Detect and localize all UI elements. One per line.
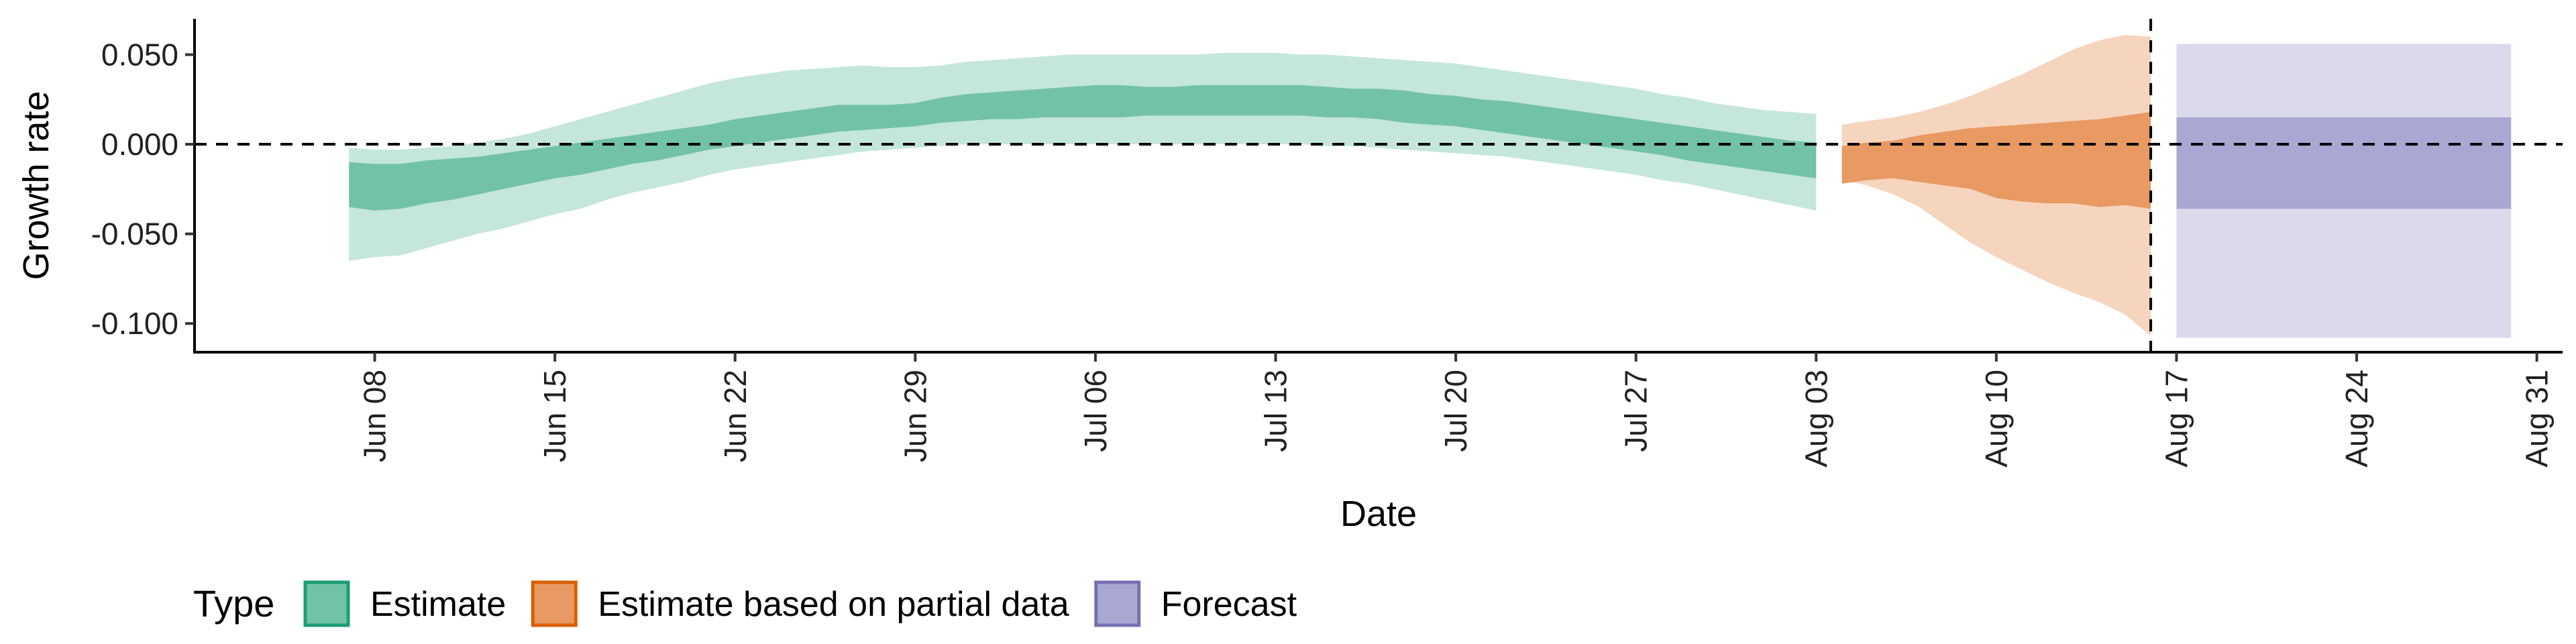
y-ticks: 0.050 0.000 -0.050 -0.100 [91,37,195,341]
estimate-inner-band [349,85,1817,211]
forecast-inner-band [2176,117,2512,209]
x-tick-label: Jun 29 [898,370,932,462]
x-tick-label: Aug 24 [2339,370,2374,468]
x-tick-label: Aug 03 [1799,370,1833,468]
x-tick-label: Jul 13 [1258,370,1293,452]
estimate-based-on-partial-data-inner-band [1841,111,2151,209]
axes [193,19,2563,354]
legend-key-2 [531,580,578,627]
legend-label: Estimate based on partial data [598,585,1069,624]
x-axis-title: Date [1340,494,1417,534]
x-tick-label: Jul 06 [1078,370,1113,452]
x-tick-label: Jun 15 [537,370,572,462]
x-tick-label: Jul 20 [1438,370,1473,452]
x-tick-label: Jul 27 [1619,370,1654,452]
y-axis-title: Growth rate [16,91,56,280]
legend-key-3 [1094,580,1141,627]
y-tick-label: 0.050 [101,37,178,72]
x-tick-label: Aug 31 [2520,370,2555,468]
x-tick-label: Jun 22 [718,370,753,462]
y-tick-label: -0.100 [91,306,178,341]
x-tick-label: Aug 17 [2159,370,2194,468]
x-tick-label: Jun 08 [358,370,392,462]
y-tick-label: -0.050 [91,217,178,252]
legend-title: Type [193,582,274,625]
legend: Type Estimate Estimate based on partial d… [193,580,1297,627]
legend-key-1 [303,580,350,627]
x-ticks: Jun 08 Jun 15 Jun 22 Jun 29 Jul 06 Jul 13 Jul … [358,352,2555,468]
legend-label: Estimate [370,585,506,624]
legend-label: Forecast [1161,585,1297,624]
reference-lines [195,19,2563,352]
x-tick-label: Aug 10 [1979,370,2014,468]
band-layer [349,35,2512,338]
y-tick-label: 0.000 [101,127,178,162]
